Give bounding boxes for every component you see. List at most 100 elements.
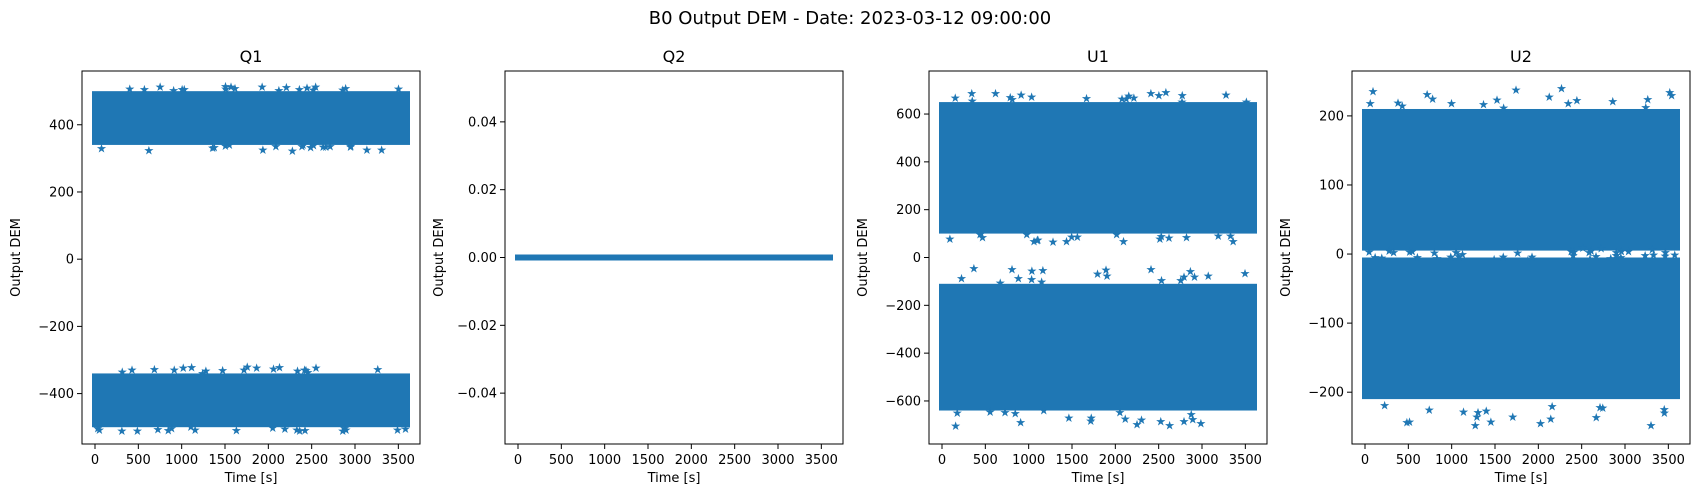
scatter-point: ★ (320, 140, 331, 154)
scatter-point: ★ (318, 140, 329, 154)
scatter-point: ★ (1544, 90, 1555, 104)
scatter-point: ★ (1368, 85, 1379, 99)
scatter-point: ★ (1498, 250, 1509, 264)
y-tick-label: −600 (885, 394, 921, 409)
scatter-point: ★ (287, 144, 298, 158)
scatter-band-1 (1362, 108, 1680, 251)
panel-title: Q1 (240, 47, 263, 66)
scatter-point: ★ (1102, 269, 1113, 283)
y-tick-label: 100 (1319, 178, 1344, 193)
scatter-point: ★ (1591, 411, 1602, 425)
scatter-point: ★ (1642, 92, 1653, 106)
scatter-point: ★ (966, 87, 977, 101)
x-tick-label: 3500 (1229, 453, 1262, 468)
scatter-point: ★ (956, 272, 967, 286)
scatter-point: ★ (308, 83, 319, 97)
x-tick-label: 0 (1361, 453, 1369, 468)
scatter-point: ★ (393, 82, 404, 96)
scatter-point: ★ (1015, 416, 1026, 430)
scatter-point: ★ (372, 362, 383, 376)
x-tick-label: 2500 (718, 453, 751, 468)
scatter-point: ★ (1027, 264, 1038, 278)
scatter-point: ★ (1010, 407, 1021, 421)
scatter-point: ★ (1086, 411, 1097, 425)
scatter-point: ★ (325, 139, 336, 153)
scatter-point: ★ (1128, 91, 1139, 105)
scatter-point: ★ (1379, 398, 1390, 412)
scatter-point: ★ (1404, 245, 1415, 259)
scatter-point: ★ (163, 423, 174, 437)
x-tick-label: 3500 (1652, 453, 1685, 468)
x-tick-label: 2000 (1522, 453, 1555, 468)
scatter-point: ★ (1161, 86, 1172, 100)
scatter-point: ★ (1092, 267, 1103, 281)
scatter-point: ★ (1486, 415, 1497, 429)
x-tick-label: 3000 (1608, 453, 1641, 468)
scatter-point: ★ (1412, 250, 1423, 264)
scatter-point: ★ (1221, 88, 1232, 102)
scatter-point: ★ (1164, 418, 1175, 432)
scatter-point: ★ (1156, 230, 1167, 244)
scatter-point: ★ (201, 364, 212, 378)
scatter-point: ★ (1401, 415, 1412, 429)
y-tick-label: −400 (885, 347, 921, 362)
scatter-point: ★ (1545, 412, 1556, 426)
scatter-point: ★ (1179, 414, 1190, 428)
scatter-point: ★ (1646, 419, 1657, 433)
scatter-band-1 (515, 254, 833, 261)
scatter-point: ★ (1481, 404, 1492, 418)
scatter-point: ★ (341, 423, 352, 437)
scatter-point: ★ (1616, 245, 1627, 259)
scatter-point: ★ (1123, 89, 1134, 103)
scatter-point: ★ (1547, 399, 1558, 413)
x-tick-label: 0 (514, 453, 522, 468)
scatter-point: ★ (258, 143, 269, 157)
scatter-point: ★ (143, 143, 154, 157)
scatter-point: ★ (1081, 92, 1092, 106)
scatter-point: ★ (220, 79, 231, 93)
scatter-point: ★ (1607, 95, 1618, 109)
scatter-point: ★ (1578, 241, 1589, 255)
scatter-point: ★ (152, 422, 163, 436)
scatter-point: ★ (1048, 235, 1059, 249)
y-tick-label: 0 (1336, 248, 1344, 263)
y-tick-label: −200 (1308, 386, 1344, 401)
scatter-point: ★ (155, 80, 166, 94)
scatter-point: ★ (127, 363, 138, 377)
x-tick-label: 3500 (382, 453, 415, 468)
y-tick-label: 200 (896, 203, 921, 218)
scatter-point: ★ (1101, 263, 1112, 277)
scatter-point: ★ (1115, 405, 1126, 419)
x-tick-label: 1500 (631, 453, 664, 468)
scatter-point: ★ (281, 81, 292, 95)
scatter-point: ★ (1393, 96, 1404, 110)
scatter-point: ★ (209, 140, 220, 154)
scatter-point: ★ (1155, 232, 1166, 246)
scatter-point: ★ (975, 228, 986, 242)
scatter-point: ★ (1365, 96, 1376, 110)
scatter-point: ★ (1181, 230, 1192, 244)
scatter-point: ★ (1118, 235, 1129, 249)
y-tick-label: 600 (896, 108, 921, 123)
scatter-point: ★ (298, 138, 309, 152)
scatter-point: ★ (1029, 235, 1040, 249)
scatter-point: ★ (1213, 229, 1224, 243)
x-tick-label: 3500 (805, 453, 838, 468)
scatter-point: ★ (1146, 262, 1157, 276)
scatter-point: ★ (308, 139, 319, 153)
scatter-point: ★ (267, 421, 278, 435)
scatter-point: ★ (1660, 245, 1671, 259)
scatter-point: ★ (1507, 410, 1518, 424)
scatter-point: ★ (400, 422, 411, 436)
scatter-point: ★ (1240, 266, 1251, 280)
scatter-point: ★ (139, 83, 150, 97)
scatter-points: ★★★★★★★★★★★★★★★★★★★★★★★★★★★★★★★★★★★★★★★★… (92, 79, 411, 438)
y-tick-label: 400 (49, 118, 74, 133)
y-tick-label: 200 (1319, 109, 1344, 124)
scatter-point: ★ (1427, 92, 1438, 106)
scatter-point: ★ (1563, 97, 1574, 111)
scatter-point: ★ (1472, 410, 1483, 424)
x-tick-label: 3000 (761, 453, 794, 468)
scatter-point: ★ (1659, 406, 1670, 420)
